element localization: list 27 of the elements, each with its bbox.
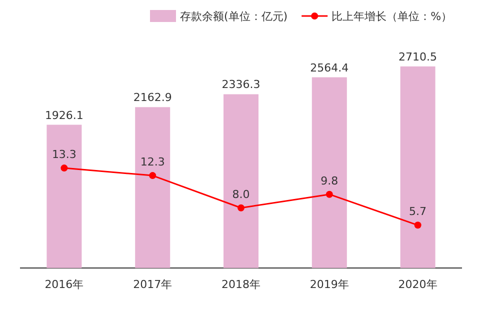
data-label: 13.3 [52,148,76,162]
point [149,172,156,180]
data-label: 1926.1 [44,108,84,122]
data-label: 8.0 [232,188,250,201]
x-tick-label: 2016年 [44,278,84,291]
legend-label: 存款余额(单位：亿元) [180,10,288,23]
x-tick-label: 2019年 [310,278,349,291]
data-label: 12.3 [140,156,165,169]
point [326,190,333,198]
x-tick-label: 2018年 [222,278,260,291]
x-tick-label: 2017年 [133,278,172,291]
bar [312,77,347,268]
legend-label: 比上年增长（单位：%） [332,10,452,23]
bar [46,124,82,268]
point [60,164,68,172]
data-label: 2710.5 [398,50,438,64]
bar [135,107,170,268]
data-label: 2564.4 [310,61,349,74]
point [414,222,422,229]
data-label: 9.8 [320,174,338,188]
bar [400,66,436,268]
x-tick-label: 2020年 [398,278,438,291]
data-label: 5.7 [409,205,427,218]
data-label: 2162.9 [133,91,172,104]
bar [224,94,258,268]
data-label: 2336.3 [222,78,260,92]
point [238,204,244,212]
